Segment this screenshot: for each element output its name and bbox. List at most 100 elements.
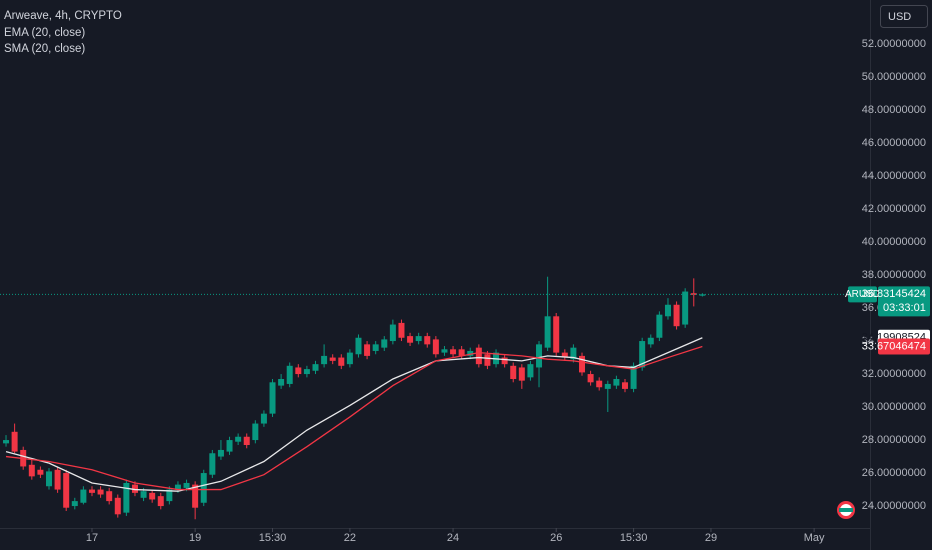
candle-body [613, 379, 620, 386]
candle-body [467, 350, 474, 356]
last-price-label: 36.83145424 [862, 288, 926, 300]
candle-body [579, 355, 586, 373]
candle-body [295, 367, 302, 375]
countdown-label: 03:33:01 [883, 302, 926, 314]
candle-body [97, 489, 104, 495]
candle-body [664, 304, 671, 317]
candle-body [183, 482, 190, 488]
candle-body [157, 496, 164, 507]
currency-button[interactable] [880, 5, 928, 28]
candle-body [63, 473, 70, 508]
candle-body [536, 344, 543, 368]
candle-body [432, 339, 439, 355]
x-tick-label: 15:30 [259, 532, 287, 544]
candle-body [389, 324, 396, 342]
currency-label: USD [888, 11, 911, 23]
y-tick-label: 52.00000000 [862, 38, 926, 50]
candle-body [114, 497, 121, 515]
legend-entry: SMA (20, close) [4, 43, 85, 55]
indicator-value-label: 33.67046474 [862, 340, 926, 352]
candle-body [174, 484, 181, 490]
candle-body [596, 380, 603, 388]
candle-body [346, 352, 353, 365]
y-tick-label: 48.00000000 [862, 104, 926, 116]
candle-body [149, 492, 156, 500]
candle-body [11, 431, 18, 452]
logo [837, 501, 855, 519]
candle-body [673, 304, 680, 327]
candle-body [123, 482, 130, 513]
candle-body [71, 501, 78, 507]
candle-body [269, 382, 276, 414]
candle-body [209, 453, 216, 475]
candle-body [235, 436, 242, 442]
candle-body [587, 374, 594, 383]
candle-body [604, 383, 611, 389]
candle-body [527, 364, 534, 378]
candle-body [106, 491, 113, 502]
x-tick-label: 24 [447, 532, 459, 544]
candle-body [338, 357, 345, 366]
y-tick-label: 46.00000000 [862, 137, 926, 149]
candle-body [441, 349, 448, 353]
candle-body [252, 423, 259, 441]
y-tick-label: 38.00000000 [862, 269, 926, 281]
y-tick-label: 42.00000000 [862, 203, 926, 215]
candle-body [561, 352, 568, 358]
indicator-line [5, 345, 703, 491]
candle-body [226, 440, 233, 452]
x-tick-label: 22 [344, 532, 356, 544]
y-tick-label: 32.00000000 [862, 368, 926, 380]
y-tick-label: 24.00000000 [862, 500, 926, 512]
y-tick-label: 30.00000000 [862, 401, 926, 413]
candle-body [630, 365, 637, 389]
candle-body [46, 471, 53, 487]
candle-body [570, 347, 577, 360]
candle-body [260, 413, 267, 424]
candle-body [647, 337, 654, 345]
candle-body [28, 464, 35, 477]
candle-body [80, 489, 87, 503]
y-tick-label: 44.00000000 [862, 170, 926, 182]
candle-body [200, 473, 207, 503]
candle-body [415, 336, 422, 342]
y-tick-label: 28.00000000 [862, 434, 926, 446]
candle-body [37, 469, 44, 475]
candle-body [682, 291, 689, 325]
candle-body [329, 357, 336, 361]
candle-body [544, 316, 551, 348]
candle-body [699, 294, 706, 296]
candle-body [217, 449, 224, 457]
candle-body [475, 347, 482, 365]
candle-body [407, 336, 414, 343]
candle-body [54, 469, 61, 490]
candle-body [166, 489, 173, 502]
candle-body [484, 354, 491, 366]
y-tick-label: 50.00000000 [862, 71, 926, 83]
candle-body [312, 364, 319, 371]
candle-body [303, 369, 310, 375]
candle-body [458, 349, 465, 356]
y-tick-label: 40.00000000 [862, 236, 926, 248]
symbol-tag [848, 286, 877, 303]
x-tick-label: 17 [86, 532, 98, 544]
candle-body [398, 322, 405, 338]
x-tick-label: 26 [550, 532, 562, 544]
candle-body [364, 344, 371, 356]
indicator-value-tag [878, 338, 930, 355]
y-tick-label: 26.00000000 [862, 467, 926, 479]
candle-body [381, 339, 388, 348]
chart-title: Arweave, 4h, CRYPTO [4, 10, 122, 22]
candle-body [286, 365, 293, 384]
x-tick-label: 15:30 [620, 532, 648, 544]
candle-body [140, 491, 147, 498]
candle-body [501, 357, 508, 365]
candle-body [131, 484, 138, 493]
candle-body [510, 365, 517, 380]
x-tick-label: May [804, 532, 825, 544]
candle-body [355, 337, 362, 355]
legend-entry: EMA (20, close) [4, 27, 85, 39]
symbol-tag-label: ARUSD [845, 289, 880, 300]
